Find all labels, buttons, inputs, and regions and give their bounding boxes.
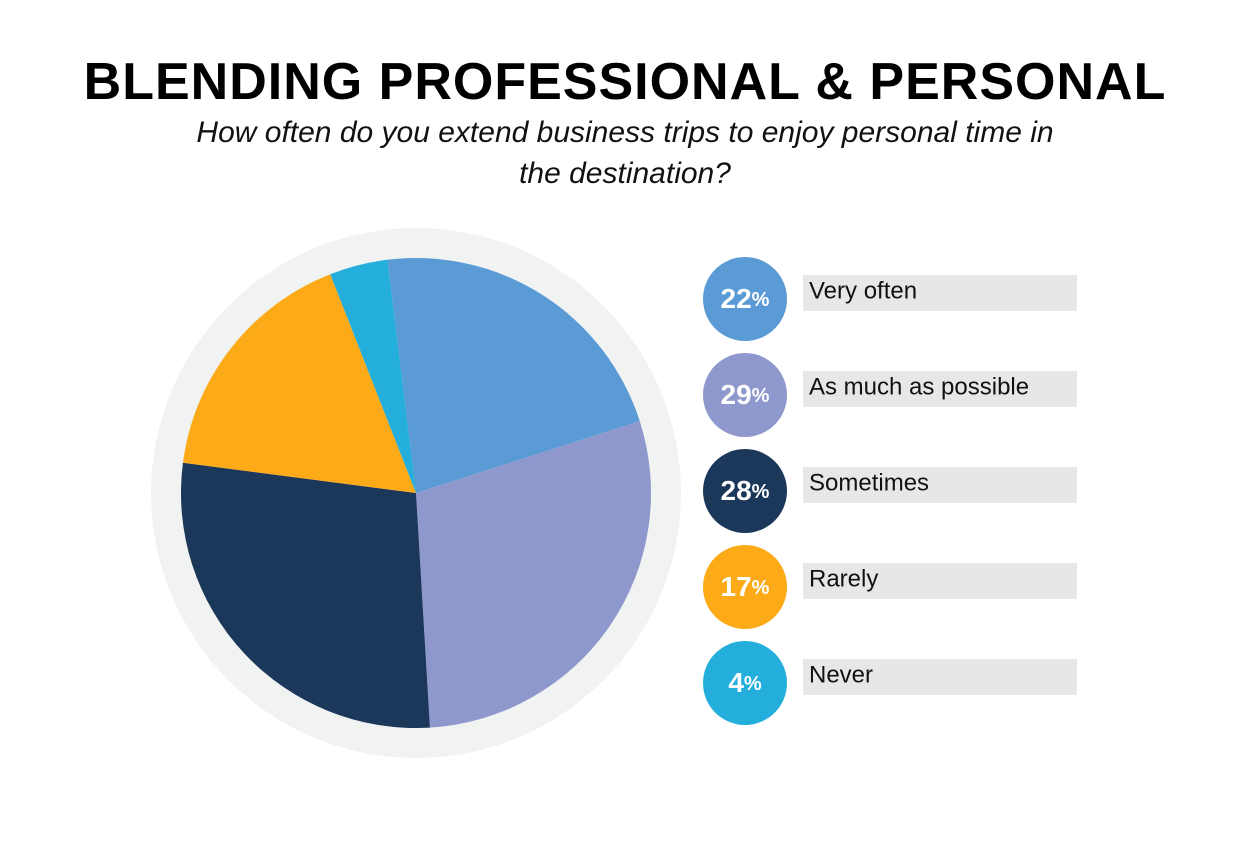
legend-label: Very often — [809, 277, 917, 304]
legend-bar — [803, 371, 1077, 407]
value-label: 17% — [721, 571, 770, 602]
value-label: 28% — [721, 475, 770, 506]
legend-marker — [703, 353, 787, 437]
pie-slice — [181, 462, 430, 728]
chart-title: BLENDING PROFESSIONAL & PERSONAL — [83, 53, 1167, 111]
legend-marker — [703, 641, 787, 725]
legend-label: Never — [809, 661, 873, 688]
value-label: 4% — [728, 667, 762, 698]
chart-subtitle: How often do you extend business trips t… — [196, 116, 1054, 190]
value-label: 22% — [721, 283, 770, 314]
legend-bar — [803, 659, 1077, 695]
legend-bar — [803, 275, 1077, 311]
legend-marker — [703, 449, 787, 533]
legend-bar — [803, 467, 1077, 503]
legend-label: Rarely — [809, 565, 878, 592]
legend-label: Sometimes — [809, 469, 929, 496]
pie-slice — [416, 421, 652, 728]
value-label: 29% — [721, 379, 770, 410]
legend-marker — [703, 257, 787, 341]
pie-slice — [182, 274, 416, 493]
legend-bar — [803, 563, 1077, 599]
legend-label: As much as possible — [809, 373, 1029, 400]
legend-marker — [703, 545, 787, 629]
pie-slice — [330, 259, 416, 493]
pie-slice — [387, 258, 640, 493]
